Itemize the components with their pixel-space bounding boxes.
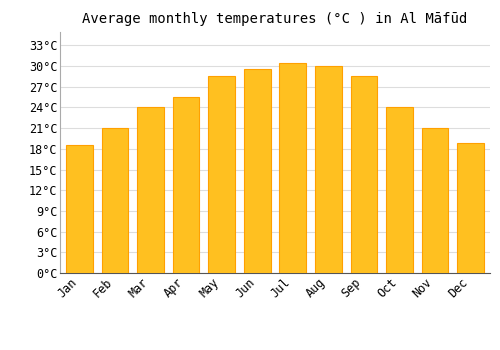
- Bar: [457, 143, 484, 273]
- Bar: [102, 128, 128, 273]
- Bar: [315, 66, 342, 273]
- Bar: [66, 145, 93, 273]
- Bar: [386, 107, 412, 273]
- Bar: [422, 128, 448, 273]
- Bar: [208, 76, 235, 273]
- Bar: [244, 69, 270, 273]
- Bar: [173, 97, 200, 273]
- Bar: [138, 107, 164, 273]
- Bar: [350, 76, 377, 273]
- Title: Average monthly temperatures (°C ) in Al Māfūd: Average monthly temperatures (°C ) in Al…: [82, 12, 468, 26]
- Bar: [280, 63, 306, 273]
